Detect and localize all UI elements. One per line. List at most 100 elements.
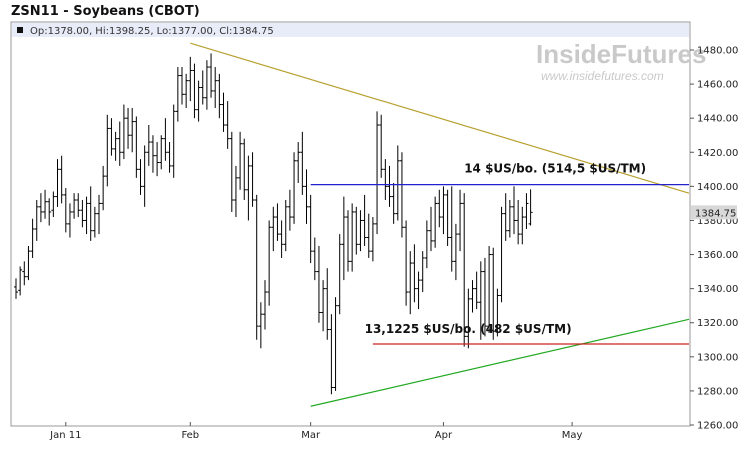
ohlc-bar	[445, 189, 450, 247]
ohlc-bar	[22, 261, 27, 286]
ohlc-bar	[308, 194, 313, 264]
ohlc-bar	[225, 101, 230, 149]
ohlc-bar	[453, 223, 458, 281]
ohlc-bar	[163, 118, 168, 161]
ohlc-bar	[130, 107, 135, 153]
ohlc-bar	[470, 280, 475, 313]
ohlc-bar	[167, 142, 172, 173]
annotations: 14 $US/bo. (514,5 $US/TM) 13,1225 $US/bo.…	[365, 162, 647, 336]
ohlc-bar	[55, 159, 60, 207]
ohlc-bar	[300, 131, 305, 195]
x-tick-label: Mar	[301, 430, 321, 441]
support-annotation: 13,1225 $US/bo. (482 $US/TM)	[365, 322, 572, 336]
ohlc-bar	[350, 203, 355, 272]
ohlc-bar	[229, 131, 234, 212]
ohlc-bar	[263, 280, 267, 330]
ohlc-bar	[462, 193, 467, 347]
y-tick-label: 1260.00	[697, 421, 738, 432]
ohlc-bar	[18, 266, 23, 296]
ohlc-bar	[362, 194, 367, 247]
ohlc-bar	[121, 104, 126, 160]
ohlc-bar	[155, 142, 160, 177]
ohlc-bar	[76, 193, 81, 218]
ohlc-bar	[171, 104, 176, 178]
ohlc-bar	[404, 220, 409, 306]
ohlc-bar	[346, 210, 350, 272]
y-tick-label: 1480.00	[697, 46, 738, 57]
ohlc-bar	[354, 206, 359, 255]
ohlc-bar	[138, 159, 143, 195]
ohlc-bar	[142, 145, 147, 207]
ohlc-bar	[180, 67, 184, 105]
price-bars	[14, 53, 533, 395]
resistance-annotation: 14 $US/bo. (514,5 $US/TM)	[464, 162, 646, 176]
ohlc-bar	[134, 116, 139, 178]
ohlc-bar	[275, 203, 280, 241]
ohlc-bar	[101, 165, 106, 211]
ohlc-bar	[80, 200, 85, 228]
ohlc-bar	[150, 135, 155, 173]
last-price-label: 1384.75	[695, 208, 736, 219]
y-tick-label: 1280.00	[697, 386, 738, 397]
ohlc-bar	[38, 193, 43, 223]
support-trendline	[310, 318, 690, 407]
ohlc-bar	[175, 67, 180, 122]
ohlc-bar	[516, 200, 521, 245]
ohlc-bar	[271, 206, 276, 252]
ohlc-bar	[337, 234, 342, 315]
ohlc-bar	[491, 247, 496, 340]
ohlc-bar	[375, 111, 380, 235]
ohlc-bar	[474, 271, 479, 310]
ohlc-bar	[416, 271, 421, 310]
ohlc-bar	[528, 189, 533, 226]
ohlc-bar	[366, 213, 371, 258]
ohlc-bar	[26, 246, 31, 281]
ohlc-bar	[499, 206, 504, 303]
ohlc-bar	[51, 191, 56, 218]
ohlc-bar	[304, 169, 309, 224]
y-tick-label: 1380.00	[697, 216, 738, 227]
ohlc-bar	[88, 186, 93, 241]
ohlc-bar	[441, 186, 446, 235]
ohlc-bar	[59, 155, 64, 204]
plot-area	[10, 21, 691, 427]
ohlc-bar	[329, 314, 334, 395]
ohlc-bar	[34, 200, 39, 241]
ohlc-bar	[458, 189, 463, 252]
y-tick-label: 1460.00	[697, 80, 738, 91]
ohlc-bar	[383, 159, 388, 200]
ohlc-bar	[105, 114, 110, 187]
ohlc-bar	[412, 244, 417, 303]
ohlc-bar	[437, 189, 442, 228]
ohlc-bar	[209, 53, 214, 98]
ohlc-bar	[233, 165, 238, 218]
ohlc-bar	[333, 297, 338, 391]
x-tick-label: Apr	[435, 430, 453, 441]
ohlc-bar	[238, 131, 243, 190]
ohlc-bar	[258, 302, 263, 349]
ohlc-bar	[379, 114, 384, 178]
ohlc-bar	[250, 152, 255, 207]
y-tick-label: 1400.00	[697, 182, 738, 193]
y-tick-label: 1300.00	[697, 352, 738, 363]
ohlc-bar	[213, 67, 218, 108]
ohlc-bar	[267, 220, 272, 306]
ohlc-bar	[487, 246, 492, 333]
ohlc-bar	[325, 268, 330, 340]
ohlc-bar	[408, 251, 413, 315]
watermark-brand: InsideFutures	[536, 39, 706, 69]
ohlc-bar	[524, 193, 529, 229]
watermark-url: www.insidefutures.com	[541, 69, 664, 83]
y-tick-label: 1360.00	[697, 250, 738, 261]
chart-title: ZSN11 - Soybeans (CBOT)	[11, 4, 200, 19]
ohlc-bar	[30, 218, 35, 258]
info-bar-marker	[17, 27, 23, 33]
ohlc-bar	[321, 280, 326, 332]
ohlc-bar	[188, 56, 193, 102]
ohlc-bar	[47, 198, 52, 226]
ohlc-bar	[482, 257, 487, 337]
ohlc-info-text: Op:1378.00, Hi:1398.25, Lo:1377.00, Cl:1…	[30, 26, 274, 37]
ohlc-bar	[520, 206, 525, 245]
y-tick-label: 1320.00	[697, 318, 738, 329]
